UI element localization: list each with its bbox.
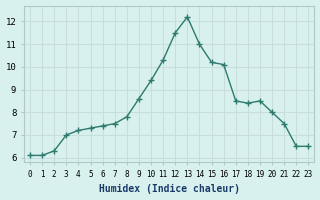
X-axis label: Humidex (Indice chaleur): Humidex (Indice chaleur) <box>99 184 240 194</box>
